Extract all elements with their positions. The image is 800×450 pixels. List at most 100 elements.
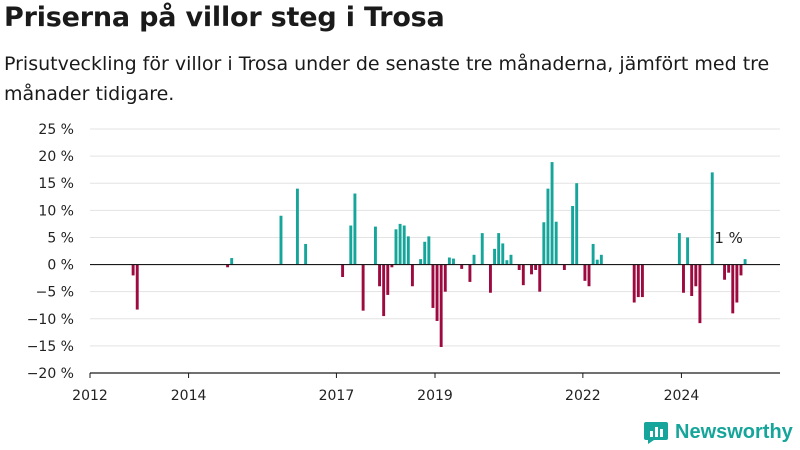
x-tick-label: 2019 [417,388,453,404]
bar [698,264,702,324]
x-tick-label: 2012 [72,388,108,404]
chart-title: Priserna på villor steg i Trosa [4,2,445,33]
y-tick-label: −10 % [27,312,74,328]
y-tick-label: −15 % [27,339,74,355]
bar [390,264,394,268]
bar [135,264,139,310]
bar [419,259,423,265]
brand-name: Newsworthy [675,420,793,443]
y-tick-label: −20 % [27,366,74,382]
bar [690,264,694,297]
bar [509,254,513,265]
bar [472,254,476,265]
bar [521,264,525,286]
bar [694,264,698,287]
bar [493,248,497,265]
bar [735,264,739,303]
y-tick-label: 0 % [47,258,74,274]
bar [723,264,727,280]
chart-subtitle: Prisutveckling för villor i Trosa under … [4,53,770,105]
bar [427,236,431,265]
bar [373,226,377,265]
bar [731,264,735,314]
bar [632,264,636,303]
annotations: 1 % [714,229,743,247]
bar [402,225,406,265]
bar [739,264,743,276]
y-tick-label: 15 % [38,176,74,192]
y-tick-label: 10 % [38,203,74,219]
bar [554,221,558,265]
bar [226,264,230,268]
bar [279,215,283,265]
bar [595,259,599,265]
bar [378,264,382,287]
bar [349,225,353,265]
x-axis: 2012 2014 2017 2019 2022 2024 [72,263,780,404]
bar [550,162,554,265]
bar [394,229,398,265]
bar [677,233,681,265]
bar [636,264,640,298]
bar [583,264,587,281]
bar [230,258,234,265]
x-tick-label: 2014 [171,388,207,404]
bar [460,264,464,269]
bar [575,183,579,265]
x-tick-label: 2017 [319,388,355,404]
bar [435,264,439,321]
bar [361,264,365,311]
x-tick-label: 2024 [664,388,700,404]
bar [488,264,492,293]
bar [304,243,308,265]
bar [386,264,390,295]
bar [468,264,472,282]
bar [447,257,451,265]
bar [599,254,603,265]
bar [505,260,509,265]
bar [295,188,299,265]
bar [431,264,435,308]
bar [443,264,447,292]
y-axis-ticks: 25 % 20 % 15 % 10 % 5 % 0 % −5 % −10 % −15 % −20 … [27,122,74,382]
bar [710,172,714,265]
bar [501,243,505,265]
bar [743,259,747,265]
bar [562,264,566,270]
bar [530,264,533,275]
x-tick-label: 2022 [565,388,601,404]
bar [686,237,690,265]
bar [591,243,595,265]
bar [542,222,546,265]
y-tick-label: 20 % [38,149,74,165]
bar [410,264,414,287]
y-tick-label: 5 % [47,230,74,246]
bars [131,162,747,347]
bar [439,264,443,347]
bar [406,236,410,265]
bar [727,264,731,273]
newsworthy-logo-icon [644,422,668,444]
y-tick-label: −5 % [36,285,74,301]
grid-lines [90,128,780,374]
bar [382,264,386,317]
bar [571,206,575,265]
bar [497,233,501,265]
bar [452,258,455,265]
bar [538,264,542,292]
bar [423,241,427,265]
bar [546,188,550,265]
bar [353,193,357,265]
bar [587,264,591,287]
bar [682,264,685,293]
bar [534,264,538,270]
bar [480,233,484,265]
bar [341,264,345,278]
bar [517,264,521,270]
bar [131,264,135,276]
bar [640,264,644,298]
latest-value-label: 1 % [714,229,743,247]
newsworthy-logo: Newsworthy [643,419,793,445]
y-tick-label: 25 % [38,122,74,138]
